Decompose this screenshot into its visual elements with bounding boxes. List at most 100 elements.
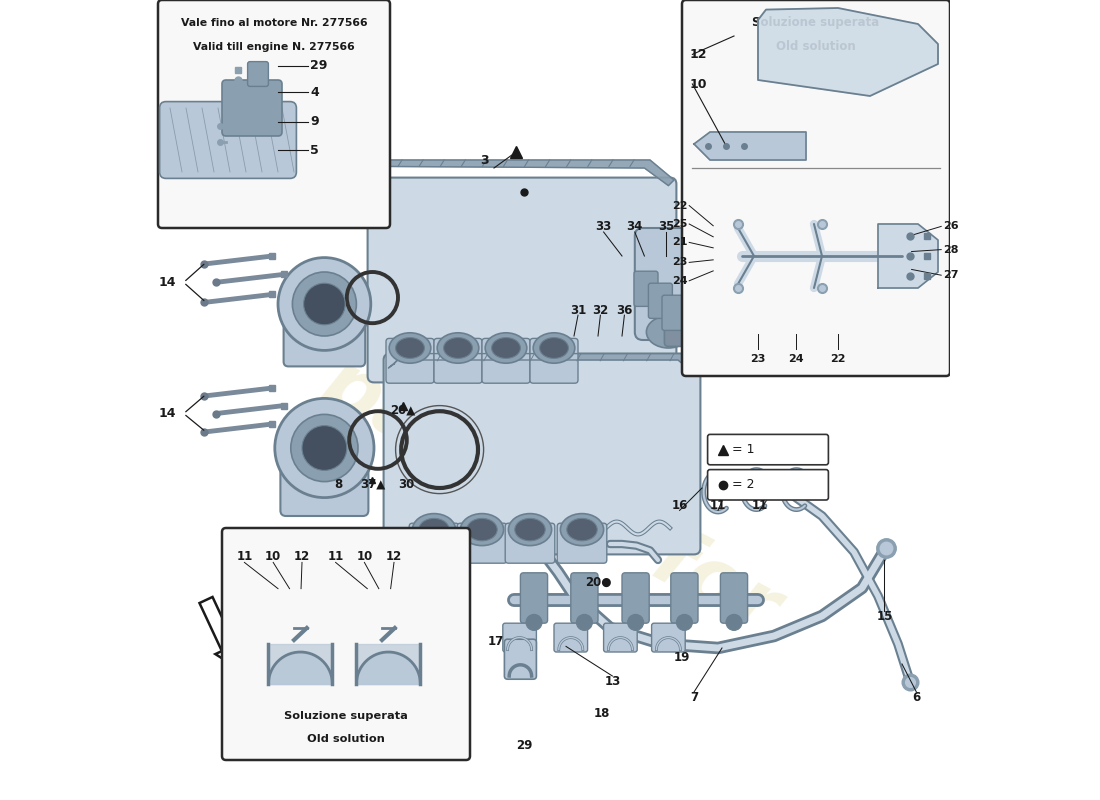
FancyBboxPatch shape [558,523,607,563]
Text: 35: 35 [658,220,674,233]
Text: 11: 11 [328,550,343,562]
Circle shape [726,614,742,630]
Text: 12: 12 [386,550,403,562]
FancyBboxPatch shape [482,338,530,383]
Text: 5: 5 [310,144,319,157]
Polygon shape [388,354,694,368]
Text: 12: 12 [690,48,707,61]
Text: 6: 6 [912,691,921,704]
FancyBboxPatch shape [160,102,296,178]
Text: 28: 28 [944,245,959,254]
Text: 34: 34 [627,220,644,233]
Text: 14: 14 [158,276,176,289]
FancyBboxPatch shape [384,354,701,554]
Circle shape [576,614,593,630]
Text: 24: 24 [672,276,688,286]
Text: 14: 14 [158,407,176,420]
Text: 12: 12 [294,550,310,562]
FancyBboxPatch shape [158,0,390,228]
Text: 9: 9 [310,115,319,128]
FancyBboxPatch shape [434,338,482,383]
Ellipse shape [419,518,449,541]
Polygon shape [758,8,938,96]
Text: 10: 10 [356,550,373,562]
FancyBboxPatch shape [505,523,554,563]
FancyBboxPatch shape [530,338,578,383]
Text: 24: 24 [789,354,804,363]
FancyBboxPatch shape [386,338,434,383]
Text: Valid till engine N. 277566: Valid till engine N. 277566 [194,42,355,53]
Text: Soluzione superata: Soluzione superata [752,16,880,29]
FancyBboxPatch shape [554,623,587,652]
Polygon shape [268,644,332,684]
Text: 21: 21 [672,238,688,247]
FancyBboxPatch shape [248,62,268,86]
FancyBboxPatch shape [671,573,698,623]
Text: = 1: = 1 [733,443,755,456]
Ellipse shape [560,514,604,546]
Text: 22: 22 [830,354,846,363]
FancyBboxPatch shape [222,80,282,136]
Text: 30: 30 [398,478,414,490]
Text: 10: 10 [690,78,707,90]
Text: 26: 26 [944,222,959,231]
Text: 7: 7 [690,691,698,704]
FancyBboxPatch shape [720,573,748,623]
Ellipse shape [508,514,551,546]
Ellipse shape [412,514,455,546]
Text: 13: 13 [604,675,620,688]
Text: 20●: 20● [585,576,612,589]
FancyBboxPatch shape [621,573,649,623]
FancyBboxPatch shape [604,623,637,652]
Text: 37▲: 37▲ [360,478,385,490]
Text: 33: 33 [595,220,612,233]
Text: Old solution: Old solution [307,734,385,744]
Text: 29: 29 [516,739,532,752]
Text: 11: 11 [751,499,768,512]
Text: 23: 23 [750,354,766,363]
FancyBboxPatch shape [505,639,537,679]
FancyBboxPatch shape [707,470,828,500]
Text: 37●: 37● [393,547,419,560]
FancyBboxPatch shape [520,573,548,623]
Circle shape [293,272,356,336]
Circle shape [302,426,346,470]
Text: 4: 4 [310,86,319,98]
FancyBboxPatch shape [664,300,706,346]
Ellipse shape [461,514,504,546]
FancyBboxPatch shape [651,623,685,652]
FancyBboxPatch shape [634,271,658,306]
Ellipse shape [437,333,478,363]
Ellipse shape [389,333,431,363]
Circle shape [304,283,345,325]
FancyBboxPatch shape [367,178,676,382]
Ellipse shape [466,518,497,541]
FancyBboxPatch shape [571,573,598,623]
Text: 19: 19 [674,651,690,664]
FancyArrow shape [199,597,241,668]
Text: 10: 10 [265,550,282,562]
Circle shape [290,414,358,482]
Ellipse shape [485,333,527,363]
Text: 22: 22 [672,201,688,210]
FancyBboxPatch shape [409,523,459,563]
Ellipse shape [492,338,520,358]
FancyBboxPatch shape [284,297,365,366]
Polygon shape [694,132,806,160]
Text: = 2: = 2 [733,478,755,491]
Text: 15: 15 [877,610,892,622]
Text: 17: 17 [487,635,504,648]
Text: 32: 32 [592,304,608,317]
Text: 11: 11 [710,499,726,512]
Text: 20▲: 20▲ [390,403,416,416]
FancyBboxPatch shape [662,295,686,330]
Text: 3: 3 [480,154,488,166]
FancyBboxPatch shape [503,623,537,652]
Text: 18: 18 [594,707,610,720]
Text: 8: 8 [368,547,376,560]
Ellipse shape [396,338,425,358]
Text: passion for: passion for [308,343,792,649]
Circle shape [278,258,371,350]
Text: 16: 16 [671,499,688,512]
FancyBboxPatch shape [280,439,368,516]
